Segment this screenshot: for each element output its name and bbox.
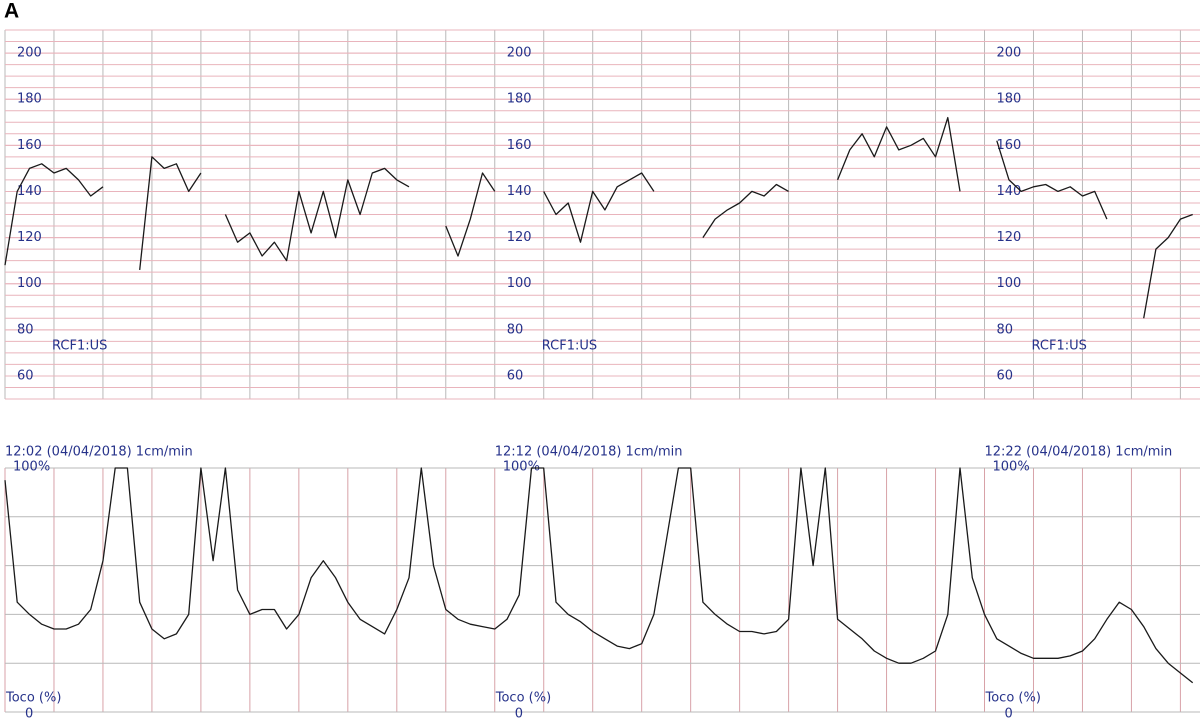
y-axis-label: Toco (%): [495, 691, 551, 706]
y-tick-label: 120: [17, 230, 42, 245]
y-tick-label: 100%: [993, 460, 1030, 475]
y-tick-label: 160: [507, 138, 532, 153]
y-tick-label: 200: [997, 46, 1022, 61]
y-axis-label: RCF1:US: [1032, 339, 1087, 354]
y-tick-label: 140: [507, 184, 532, 199]
y-tick-label: 200: [17, 46, 42, 61]
x-tick-label: 12:12 (04/04/2018) 1cm/min: [495, 445, 683, 460]
y-tick-label: 100%: [503, 460, 540, 475]
y-tick-label: 80: [997, 322, 1014, 337]
y-axis-label: RCF1:US: [542, 339, 597, 354]
y-tick-label: 60: [507, 368, 524, 383]
y-axis-label: Toco (%): [5, 691, 61, 706]
y-tick-label: 0: [1005, 707, 1013, 722]
y-axis-label: RCF1:US: [52, 339, 107, 354]
y-tick-label: 100: [997, 276, 1022, 291]
y-tick-label: 0: [515, 707, 523, 722]
y-tick-label: 60: [17, 368, 34, 383]
y-tick-label: 80: [507, 322, 524, 337]
y-tick-label: 0: [25, 707, 33, 722]
y-axis-label: Toco (%): [985, 691, 1041, 706]
y-tick-label: 120: [507, 230, 532, 245]
trace-line: [4, 116, 1193, 319]
y-tick-label: 140: [17, 184, 42, 199]
y-tick-label: 160: [997, 138, 1022, 153]
y-tick-label: 200: [507, 46, 532, 61]
y-tick-label: 100: [17, 276, 42, 291]
y-tick-label: 180: [997, 92, 1022, 107]
y-tick-label: 80: [17, 322, 34, 337]
y-tick-label: 180: [507, 92, 532, 107]
y-tick-label: 60: [997, 368, 1014, 383]
panel-label: A: [4, 0, 19, 23]
trace-line: [4, 467, 1194, 684]
y-tick-label: 100%: [13, 460, 50, 475]
y-tick-label: 120: [997, 230, 1022, 245]
x-tick-label: 12:22 (04/04/2018) 1cm/min: [985, 445, 1173, 460]
y-tick-label: 160: [17, 138, 42, 153]
y-tick-label: 140: [997, 184, 1022, 199]
y-tick-label: 180: [17, 92, 42, 107]
x-tick-label: 12:02 (04/04/2018) 1cm/min: [5, 445, 193, 460]
y-tick-label: 100: [507, 276, 532, 291]
